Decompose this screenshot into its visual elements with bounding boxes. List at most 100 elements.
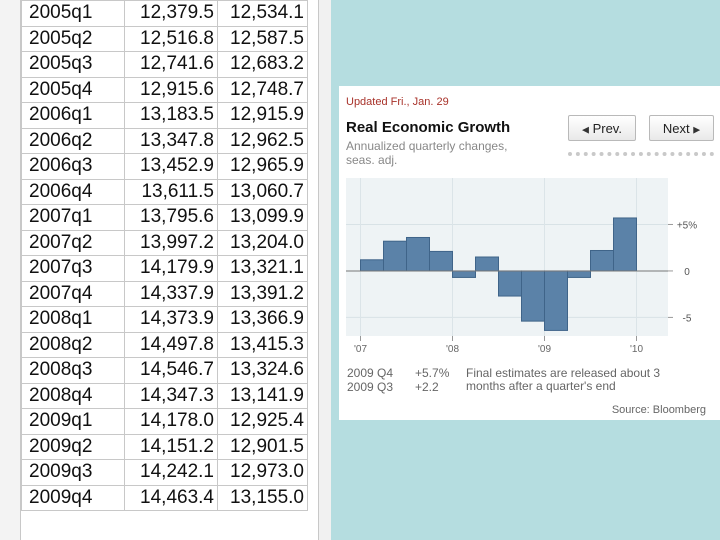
real-gdp-cell[interactable]: 13,155.0	[217, 484, 308, 511]
real-gdp-cell[interactable]: 12,534.1	[217, 0, 308, 27]
quarter-cell[interactable]: 2006q3	[21, 153, 125, 180]
real-gdp-cell[interactable]: 12,683.2	[217, 51, 308, 78]
real-gdp-cell[interactable]: 12,962.5	[217, 127, 308, 154]
footer-value-q4: +5.7%	[415, 366, 450, 380]
table-row: 2007q3 14,179.9 13,321.1	[21, 255, 308, 282]
real-gdp-cell[interactable]: 13,366.9	[217, 306, 308, 333]
table-row: 2007q4 14,337.9 13,391.2	[21, 280, 308, 307]
quarter-cell[interactable]: 2007q3	[21, 255, 125, 282]
prev-label: Prev.	[592, 121, 622, 136]
quarter-cell[interactable]: 2009q4	[21, 484, 125, 511]
bar-2007q1	[360, 259, 384, 272]
nominal-gdp-cell[interactable]: 14,463.4	[124, 484, 218, 511]
table-row: 2006q4 13,611.5 13,060.7	[21, 178, 308, 205]
triangle-left-icon: ◀	[582, 124, 589, 135]
quarter-cell[interactable]: 2008q1	[21, 306, 125, 333]
nominal-gdp-cell[interactable]: 13,183.5	[124, 102, 218, 129]
quarter-cell[interactable]: 2005q1	[21, 0, 125, 27]
nominal-gdp-cell[interactable]: 13,347.8	[124, 127, 218, 154]
table-row: 2007q2 13,997.2 13,204.0	[21, 229, 308, 256]
nominal-gdp-cell[interactable]: 14,347.3	[124, 382, 218, 409]
real-gdp-cell[interactable]: 13,099.9	[217, 204, 308, 231]
quarter-cell[interactable]: 2007q4	[21, 280, 125, 307]
nominal-gdp-cell[interactable]: 12,741.6	[124, 51, 218, 78]
quarter-cell[interactable]: 2009q2	[21, 433, 125, 460]
next-button[interactable]: Next ▶	[649, 115, 714, 141]
quarter-cell[interactable]: 2008q4	[21, 382, 125, 409]
x-tick-label: '07	[354, 344, 367, 355]
nominal-gdp-cell[interactable]: 14,497.8	[124, 331, 218, 358]
updated-date: Updated Fri., Jan. 29	[346, 96, 449, 108]
table-row: 2009q4 14,463.4 13,155.0	[21, 484, 308, 511]
real-gdp-cell[interactable]: 12,965.9	[217, 153, 308, 180]
real-gdp-cell[interactable]: 12,587.5	[217, 25, 308, 52]
nominal-gdp-cell[interactable]: 14,151.2	[124, 433, 218, 460]
quarter-cell[interactable]: 2009q1	[21, 408, 125, 435]
nominal-gdp-cell[interactable]: 14,242.1	[124, 459, 218, 486]
quarter-cell[interactable]: 2005q3	[21, 51, 125, 78]
quarter-cell[interactable]: 2009q3	[21, 459, 125, 486]
table-row: 2008q1 14,373.9 13,366.9	[21, 306, 308, 333]
quarter-cell[interactable]: 2005q2	[21, 25, 125, 52]
quarter-cell[interactable]: 2005q4	[21, 76, 125, 103]
real-gdp-cell[interactable]: 13,204.0	[217, 229, 308, 256]
nominal-gdp-cell[interactable]: 13,452.9	[124, 153, 218, 180]
chart-panel: Updated Fri., Jan. 29 Real Economic Grow…	[339, 86, 720, 420]
table-row: 2008q2 14,497.8 13,415.3	[21, 331, 308, 358]
bar-2008q3	[498, 270, 522, 297]
footer-label-q4: 2009 Q4	[347, 366, 394, 380]
table-row: 2008q3 14,546.7 13,324.6	[21, 357, 308, 384]
quarter-cell[interactable]: 2008q2	[21, 331, 125, 358]
real-gdp-cell[interactable]: 12,901.5	[217, 433, 308, 460]
x-tick-label: '10	[630, 344, 643, 355]
real-gdp-cell[interactable]: 13,324.6	[217, 357, 308, 384]
real-gdp-cell[interactable]: 13,391.2	[217, 280, 308, 307]
table-row: 2007q1 13,795.6 13,099.9	[21, 204, 308, 231]
quarter-cell[interactable]: 2006q4	[21, 178, 125, 205]
real-gdp-cell[interactable]: 13,060.7	[217, 178, 308, 205]
y-tick-label: -5	[683, 313, 692, 324]
quarter-cell[interactable]: 2008q3	[21, 357, 125, 384]
table-row: 2008q4 14,347.3 13,141.9	[21, 382, 308, 409]
nominal-gdp-cell[interactable]: 14,546.7	[124, 357, 218, 384]
quarter-cell[interactable]: 2006q2	[21, 127, 125, 154]
footer-note: Final estimates are released about 3 mon…	[466, 366, 661, 393]
nominal-gdp-cell[interactable]: 14,337.9	[124, 280, 218, 307]
table-row: 2006q1 13,183.5 12,915.9	[21, 102, 308, 129]
nominal-gdp-cell[interactable]: 12,516.8	[124, 25, 218, 52]
quarter-cell[interactable]: 2007q2	[21, 229, 125, 256]
prev-button[interactable]: ◀ Prev.	[568, 115, 636, 141]
real-gdp-cell[interactable]: 12,925.4	[217, 408, 308, 435]
table-row: 2005q4 12,915.6 12,748.7	[21, 76, 308, 103]
bar-2009q1	[544, 270, 568, 331]
table-row: 2006q3 13,452.9 12,965.9	[21, 153, 308, 180]
source-credit: Source: Bloomberg	[611, 404, 706, 416]
real-gdp-cell[interactable]: 12,748.7	[217, 76, 308, 103]
next-label: Next	[662, 121, 690, 136]
real-gdp-cell[interactable]: 12,915.9	[217, 102, 308, 129]
nominal-gdp-cell[interactable]: 14,373.9	[124, 306, 218, 333]
nominal-gdp-cell[interactable]: 14,178.0	[124, 408, 218, 435]
nominal-gdp-cell[interactable]: 12,915.6	[124, 76, 218, 103]
table-row: 2009q3 14,242.1 12,973.0	[21, 459, 308, 486]
real-gdp-cell[interactable]: 13,415.3	[217, 331, 308, 358]
bar-2009q4	[613, 217, 637, 272]
x-tick-label: '08	[446, 344, 459, 355]
bar-2009q2	[567, 270, 591, 278]
nominal-gdp-cell[interactable]: 13,611.5	[124, 178, 218, 205]
chart-subtitle: Annualized quarterly changes, seas. adj.	[346, 139, 508, 167]
nominal-gdp-cell[interactable]: 12,379.5	[124, 0, 218, 27]
nominal-gdp-cell[interactable]: 14,179.9	[124, 255, 218, 282]
real-gdp-cell[interactable]: 13,141.9	[217, 382, 308, 409]
table-row: 2006q2 13,347.8 12,962.5	[21, 127, 308, 154]
nominal-gdp-cell[interactable]: 13,997.2	[124, 229, 218, 256]
quarter-cell[interactable]: 2007q1	[21, 204, 125, 231]
nominal-gdp-cell[interactable]: 13,795.6	[124, 204, 218, 231]
real-gdp-cell[interactable]: 13,321.1	[217, 255, 308, 282]
y-tick-label: 0	[684, 267, 690, 278]
quarter-cell[interactable]: 2006q1	[21, 102, 125, 129]
scrollbar[interactable]	[318, 0, 331, 540]
bar-2007q3	[406, 236, 430, 272]
real-gdp-cell[interactable]: 12,973.0	[217, 459, 308, 486]
bar-2007q2	[383, 240, 407, 272]
